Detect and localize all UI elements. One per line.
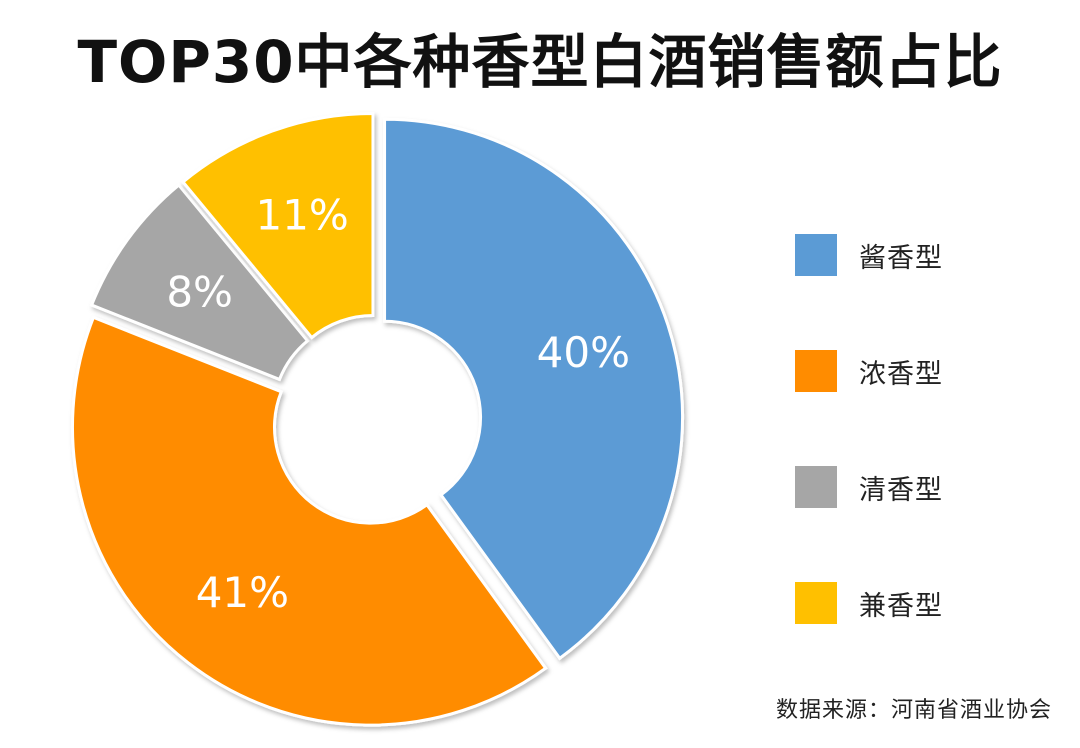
slice-1 [383,117,685,661]
slice-3 [89,182,310,382]
legend-label: 清香型 [859,474,943,506]
chart-title: TOP30中各种香型白酒销售额占比 [77,28,1003,96]
legend-label: 酱香型 [859,242,943,274]
slice-label-2: 41% [196,568,289,617]
legend-swatch [795,234,837,276]
slice-label-3: 8% [166,267,233,316]
slice-label-4: 11% [255,190,348,239]
source-note: 数据来源：河南省酒业协会 [775,698,1052,723]
slice-2 [70,315,548,727]
legend-item-3: 清香型 [795,457,943,517]
legend-item-2: 浓香型 [795,341,943,401]
legend-label: 兼香型 [859,590,943,622]
legend-swatch [795,582,837,624]
legend-item-1: 酱香型 [795,225,943,285]
legend-swatch [795,350,837,392]
legend-label: 浓香型 [859,358,943,390]
legend-swatch [795,466,837,508]
slice-label-1: 40% [537,328,630,377]
legend-item-4: 兼香型 [795,573,943,633]
slice-4 [180,112,375,340]
legend: 酱香型浓香型清香型兼香型 [795,225,943,689]
